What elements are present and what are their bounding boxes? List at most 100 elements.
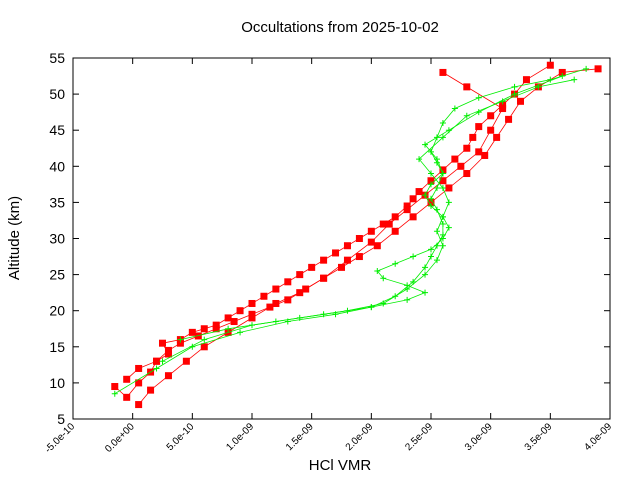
- data-point: [428, 203, 434, 210]
- data-point: [212, 325, 220, 333]
- series-line: [114, 68, 587, 395]
- data-point: [558, 68, 566, 76]
- data-point: [224, 314, 232, 322]
- data-point: [272, 299, 280, 307]
- data-point: [505, 115, 513, 123]
- data-point: [392, 260, 399, 267]
- data-point: [338, 263, 345, 271]
- data-point: [439, 68, 447, 76]
- data-point: [439, 235, 446, 242]
- data-point: [439, 213, 446, 220]
- data-point: [559, 73, 566, 80]
- data-point: [159, 358, 166, 365]
- y-tick-label: 55: [49, 50, 65, 66]
- data-point: [320, 274, 328, 282]
- data-point: [428, 253, 434, 260]
- data-point: [445, 199, 452, 206]
- data-series: [111, 61, 602, 409]
- y-axis-label: Altitude (km): [6, 196, 23, 280]
- data-point: [344, 307, 351, 314]
- data-point: [248, 299, 256, 307]
- data-point: [469, 133, 477, 141]
- data-point: [433, 184, 440, 191]
- data-point: [404, 286, 411, 293]
- data-point: [176, 339, 184, 347]
- y-tick-label: 50: [49, 86, 65, 102]
- data-point: [416, 156, 423, 163]
- x-tick-label: 1.0e-09: [224, 421, 256, 453]
- x-tick-label: 2.0e-09: [344, 421, 376, 453]
- data-point: [439, 119, 446, 126]
- data-point: [445, 224, 452, 231]
- y-tick-label: 40: [49, 158, 65, 174]
- data-point: [439, 177, 447, 185]
- data-point: [422, 192, 429, 199]
- data-point: [409, 195, 417, 203]
- data-point: [410, 253, 417, 260]
- data-point: [230, 318, 238, 326]
- data-point: [433, 257, 440, 264]
- series-2: [135, 68, 507, 409]
- data-point: [374, 267, 381, 274]
- x-tick-label: 3.5e-09: [523, 421, 555, 453]
- series-1: [123, 65, 602, 383]
- data-point: [380, 275, 387, 282]
- data-point: [111, 383, 119, 391]
- x-tick-label: 1.5e-09: [284, 421, 316, 453]
- data-point: [428, 170, 434, 177]
- data-point: [260, 292, 268, 300]
- series-line: [138, 72, 504, 405]
- data-point: [182, 357, 190, 365]
- data-point: [135, 401, 143, 409]
- series-3: [111, 65, 590, 397]
- data-point: [583, 65, 590, 72]
- y-tick-label: 45: [49, 122, 65, 138]
- data-point: [212, 321, 220, 329]
- data-point: [463, 83, 471, 91]
- data-point: [391, 227, 399, 235]
- y-tick-label: 5: [57, 411, 65, 427]
- data-point: [248, 314, 256, 322]
- data-point: [343, 256, 351, 264]
- data-point: [428, 246, 434, 253]
- data-point: [522, 76, 530, 84]
- data-point: [546, 61, 554, 69]
- data-point: [164, 372, 172, 380]
- data-point: [296, 271, 304, 279]
- data-point: [439, 184, 446, 191]
- data-point: [296, 314, 303, 321]
- data-point: [427, 177, 435, 185]
- y-axis-ticks: 5 10 15 20 25 30 35 40 45 50 55: [49, 50, 610, 427]
- data-point: [135, 379, 143, 387]
- data-point: [367, 227, 375, 235]
- data-point: [499, 98, 506, 105]
- data-point: [355, 235, 363, 242]
- data-point: [439, 221, 446, 228]
- data-point: [428, 181, 434, 188]
- data-point: [201, 336, 208, 343]
- data-point: [499, 101, 507, 109]
- data-point: [422, 289, 429, 296]
- data-point: [481, 151, 489, 159]
- data-point: [385, 220, 393, 228]
- data-point: [237, 329, 244, 336]
- data-point: [177, 336, 184, 343]
- x-tick-label: 4.0e-09: [582, 421, 614, 453]
- series-5: [159, 76, 578, 365]
- data-point: [194, 332, 202, 340]
- series-line: [180, 75, 563, 340]
- data-point: [111, 390, 118, 397]
- data-point: [439, 166, 447, 174]
- data-point: [427, 198, 435, 206]
- data-point: [332, 249, 340, 257]
- data-point: [499, 105, 507, 113]
- data-point: [272, 285, 280, 293]
- data-point: [463, 112, 470, 119]
- data-point: [493, 133, 501, 141]
- data-point: [249, 322, 255, 329]
- series-0: [111, 61, 554, 401]
- data-point: [284, 278, 292, 286]
- data-point: [439, 242, 446, 249]
- data-point: [439, 170, 446, 177]
- data-point: [409, 213, 417, 221]
